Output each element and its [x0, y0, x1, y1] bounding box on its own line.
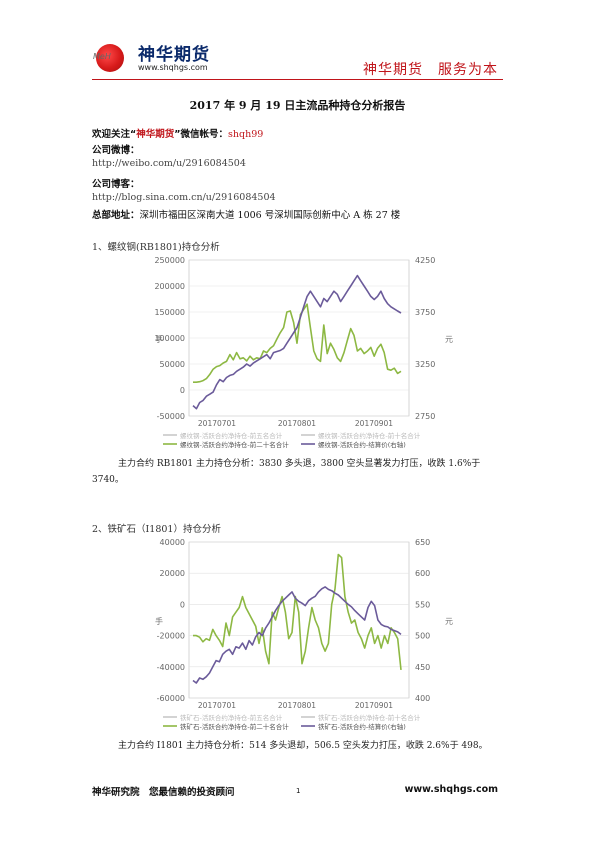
x-tick-label: 20170901 — [355, 701, 393, 710]
x-tick-label: 20170901 — [355, 419, 393, 428]
section-heading-rebar: 1、螺纹钢(RB1801)持仓分析 — [92, 242, 220, 253]
rebar-chart-legend: 螺纹钢-活跃合约净持仓-前五名合计 螺纹钢-活跃合约净持仓-前十名合计螺纹钢-活跃… — [163, 431, 421, 448]
logo-url[interactable]: www.shqhgs.com — [138, 63, 208, 72]
y2-tick-label: 3250 — [415, 360, 435, 369]
follow-line: 欢迎关注“神华期货”微信帐号：shqh99 — [92, 126, 263, 140]
y-tick-label: 250000 — [154, 256, 185, 265]
y-axis-label: 手 — [155, 616, 163, 626]
legend-entry: 螺纹钢-活跃合约-结算价(右轴) — [318, 440, 406, 448]
header-divider — [92, 79, 503, 80]
y2-axis-label: 元 — [445, 335, 453, 344]
y-tick-label: 20000 — [160, 569, 185, 578]
y-tick-label: 50000 — [160, 360, 185, 369]
y-tick-label: 100000 — [154, 334, 185, 343]
weibo-label: 公司微博： — [92, 145, 140, 156]
y-tick-label: 200000 — [154, 282, 185, 291]
price-series-line — [192, 586, 402, 684]
blog-label: 公司博客： — [92, 179, 140, 190]
page-title: 2017 年 9 月 19 日主流品种持仓分析报告 — [189, 99, 406, 112]
x-tick-label: 20170801 — [278, 419, 316, 428]
position-series-line — [193, 553, 402, 670]
address-text: 深圳市福田区深南大道 1006 号深圳国际创新中心 A 栋 27 楼 — [139, 210, 401, 221]
follow-brand: 神华期货 — [136, 129, 175, 140]
rebar-analysis: 主力合约 RB1801 主力持仓分析：3830 多头退，3800 空头显著发力打… — [92, 459, 481, 485]
legend-entry: 螺纹钢-活跃合约净持仓-前二十名合计 — [180, 440, 289, 448]
iron-ore-chart-axes: 40000 20000 0 -20000 -40000 -60000 650 600 550 50… — [155, 538, 453, 710]
y2-tick-label: 450 — [415, 663, 430, 672]
y-tick-label: -60000 — [157, 694, 185, 703]
legend-entry: 铁矿石-活跃合约净持仓-前二十名合计 — [180, 722, 289, 730]
y2-tick-label: 2750 — [415, 412, 435, 421]
y2-tick-label: 400 — [415, 694, 430, 703]
legend-entry: 螺纹钢-活跃合约净持仓-前五名合计 — [180, 431, 283, 440]
iron-ore-chart: 40000 20000 0 -20000 -40000 -60000 650 600 550 50… — [155, 538, 453, 730]
weibo-link[interactable]: http://weibo.com/u/2916084504 — [92, 158, 246, 169]
address-line: 总部地址：深圳市福田区深南大道 1006 号深圳国际创新中心 A 栋 27 楼 — [92, 207, 400, 221]
rebar-chart-axes: 250000 200000 150000 100000 50000 0 -50000 4250… — [154, 256, 453, 428]
address-label: 总部地址： — [92, 210, 140, 221]
legend-entry: 铁矿石-活跃合约净持仓-前五名合计 — [180, 713, 283, 722]
rebar-chart: 250000 200000 150000 100000 50000 0 -50000 4250… — [154, 256, 453, 448]
wechat-id: shqh99 — [228, 129, 264, 140]
page-number: 1 — [296, 787, 301, 795]
logo-mark: MeH — [93, 52, 111, 61]
logo-text: 神华期货 — [138, 45, 210, 65]
blog-link[interactable]: http://blog.sina.com.cn/u/2916084504 — [92, 192, 276, 203]
y2-tick-label: 500 — [415, 632, 430, 641]
y-tick-label: 0 — [180, 386, 185, 395]
iron-ore-analysis: 主力合约 I1801 主力持仓分析：514 多头退却，506.5 空头发力打压，… — [118, 741, 488, 751]
logo-globe-icon — [96, 44, 124, 72]
y-tick-label: -40000 — [157, 663, 185, 672]
y2-axis-label: 元 — [445, 617, 453, 626]
x-tick-label: 20170801 — [278, 701, 316, 710]
y2-tick-label: 3750 — [415, 308, 435, 317]
footer-url[interactable]: www.shqhgs.com — [404, 784, 498, 795]
legend-entry: 铁矿石-活跃合约-结算价(右轴) — [318, 722, 406, 730]
rebar-chart-grid — [188, 259, 410, 417]
price-series-line — [192, 274, 402, 410]
legend-entry: 螺纹钢-活跃合约净持仓-前十名合计 — [318, 431, 421, 440]
y-axis-label: 手 — [155, 334, 163, 344]
legend-entry: 铁矿石-活跃合约净持仓-前十名合计 — [318, 713, 421, 722]
y-tick-label: 40000 — [160, 538, 185, 547]
x-tick-label: 20170701 — [198, 419, 236, 428]
x-tick-label: 20170701 — [198, 701, 236, 710]
section-heading-iron-ore: 2、铁矿石（I1801）持仓分析 — [92, 524, 221, 535]
follow-mid: ”微信帐号： — [174, 129, 229, 140]
y2-tick-label: 650 — [415, 538, 430, 547]
y2-tick-label: 600 — [415, 569, 430, 578]
iron-ore-chart-legend: 铁矿石-活跃合约净持仓-前五名合计 铁矿石-活跃合约净持仓-前十名合计铁矿石-活跃… — [163, 713, 421, 730]
y2-tick-label: 550 — [415, 600, 430, 609]
position-series-line — [193, 303, 402, 383]
y-tick-label: -50000 — [157, 412, 185, 421]
y-tick-label: -20000 — [157, 632, 185, 641]
footer-slogan: 神华研究院 您最信赖的投资顾问 — [92, 787, 235, 798]
follow-prefix: 欢迎关注“ — [92, 129, 137, 140]
header-slogan: 神华期货 服务为本 — [363, 62, 498, 78]
y-tick-label: 150000 — [154, 308, 185, 317]
iron-ore-chart-series — [192, 553, 402, 684]
rebar-chart-series — [192, 274, 402, 410]
y2-tick-label: 4250 — [415, 256, 435, 265]
y-tick-label: 0 — [180, 600, 185, 609]
